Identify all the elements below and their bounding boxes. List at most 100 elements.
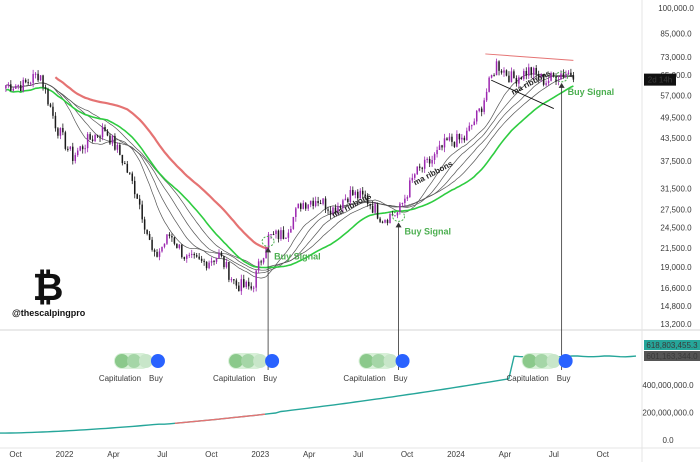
candle-body (480, 108, 483, 112)
capitulation-dot (229, 354, 244, 368)
candle-body (369, 203, 371, 206)
candle-body (285, 237, 287, 239)
buy-signal-label: Buy Signal (405, 226, 452, 236)
candle-body (327, 209, 329, 211)
ma-ribbons-label: ma ribbons (330, 191, 373, 219)
candle-body (228, 262, 230, 280)
candle-body (39, 75, 42, 81)
candle-body (267, 234, 270, 249)
candle-body (245, 281, 248, 288)
candle-body (441, 145, 443, 148)
candle-body (272, 233, 275, 235)
buy-signal-circle (261, 235, 275, 247)
candle-body (101, 127, 104, 138)
y-tick-label: 21,500.0 (660, 244, 692, 253)
candle-body (304, 203, 307, 209)
candle-body (361, 190, 364, 195)
candle-body (173, 237, 176, 244)
buy-label: Buy (263, 374, 277, 383)
candle-body (466, 130, 468, 141)
candle-body (124, 163, 126, 165)
candle-body (64, 132, 67, 149)
candle-body (332, 207, 334, 215)
x-tick-label: Oct (205, 450, 218, 459)
candle-body (270, 233, 272, 235)
capitulation-label: Capitulation (343, 374, 385, 383)
candle-body (314, 201, 317, 207)
buy-label: Buy (557, 374, 571, 383)
candle-body (52, 106, 54, 116)
capitulation-dot (359, 354, 374, 368)
candle-body (72, 146, 74, 161)
candle-body (339, 206, 342, 209)
candle-body (250, 286, 252, 289)
candle-body (342, 200, 344, 209)
candle-body (262, 258, 265, 263)
candle-body (235, 280, 238, 286)
candle-body (5, 85, 7, 89)
buy-dot (558, 354, 573, 368)
candle-body (513, 71, 515, 79)
candle-body (366, 196, 369, 204)
candle-body (359, 190, 362, 199)
candle-body (438, 145, 441, 151)
candle-body (176, 243, 178, 248)
capitulation-dot (253, 354, 268, 368)
y-tick-label: 57,000.0 (660, 92, 692, 101)
capitulation-label: Capitulation (507, 374, 549, 383)
candle-body (106, 131, 109, 136)
author-handle: @thescalpingpro (12, 308, 86, 318)
candle-body (109, 135, 111, 144)
candle-body (116, 144, 119, 150)
candle-body (532, 68, 535, 75)
candle-body (27, 82, 29, 84)
candle-body (292, 216, 295, 229)
candle-body (523, 70, 525, 79)
candle-body (79, 146, 81, 151)
x-tick-label: Jul (549, 450, 559, 459)
candle-body (99, 136, 101, 138)
candle-body (436, 150, 438, 155)
candle-body (111, 135, 114, 144)
candle-body (530, 67, 533, 75)
candle-body (508, 75, 510, 83)
capitulation-dot (534, 354, 549, 368)
candle-body (379, 218, 381, 222)
candle-body (104, 127, 106, 132)
buy-signal-label: Buy Signal (274, 251, 321, 261)
capitulation-dot (241, 354, 256, 368)
candle-body (62, 127, 64, 133)
candle-body (414, 174, 416, 178)
candle-body (151, 239, 153, 250)
candle-body (483, 100, 485, 112)
candle-body (190, 253, 193, 255)
y-tick-label: 100,000.0 (658, 4, 694, 13)
candle-body (260, 261, 262, 263)
candle-body (94, 134, 96, 141)
y-tick-label: 24,500.0 (660, 223, 692, 232)
candle-body (218, 252, 220, 259)
candle-body (129, 172, 131, 174)
candle-body (15, 85, 17, 89)
candle-body (463, 137, 466, 141)
x-tick-label: 2022 (56, 450, 74, 459)
candle-body (396, 212, 399, 216)
candle-body (322, 198, 324, 204)
y-tick-label: 85,000.0 (660, 29, 692, 38)
candle-body (243, 279, 245, 288)
candle-body (354, 191, 357, 196)
candle-body (277, 230, 280, 240)
candle-body (418, 166, 421, 168)
candle-body (552, 72, 555, 77)
candle-body (349, 189, 352, 203)
ma-ribbon-line-3 (5, 73, 574, 274)
candle-body (10, 84, 12, 91)
indicator-y-tick: 400,000,000.0 (642, 381, 694, 390)
candle-body (247, 281, 250, 287)
capitulation-label: Capitulation (99, 374, 141, 383)
indicator-value-tag-2 (644, 351, 700, 361)
candle-body (54, 115, 57, 129)
candle-body (384, 219, 386, 223)
candle-body (560, 73, 562, 80)
